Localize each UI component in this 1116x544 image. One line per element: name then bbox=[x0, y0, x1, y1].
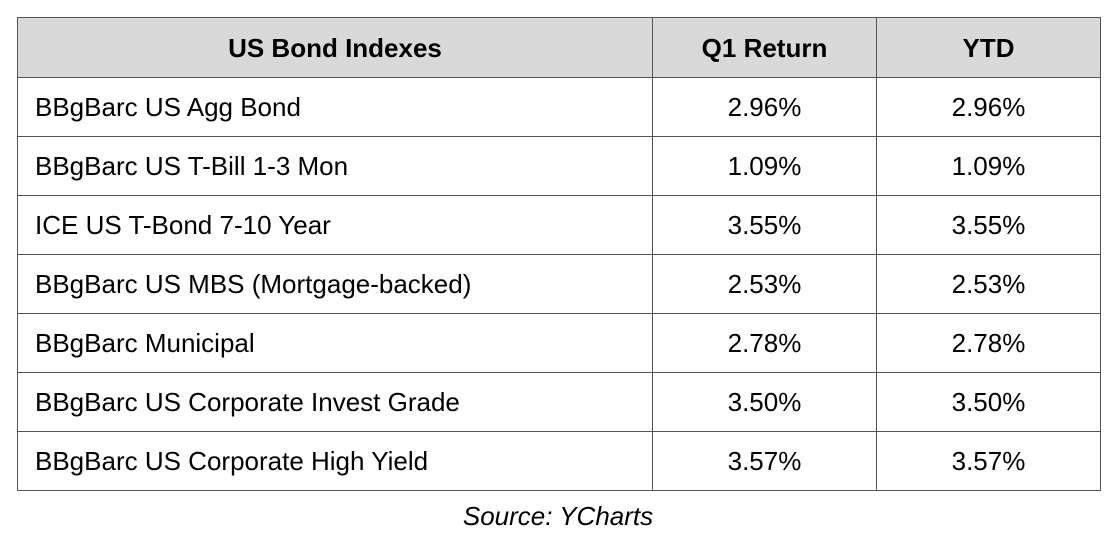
q1-return-value: 2.78% bbox=[652, 313, 877, 373]
source-caption: Source: YCharts bbox=[462, 501, 654, 531]
q1-return-value: 3.55% bbox=[652, 195, 877, 255]
ytd-value: 1.09% bbox=[876, 136, 1101, 196]
ytd-value: 3.55% bbox=[876, 195, 1101, 255]
q1-return-value: 3.57% bbox=[652, 431, 877, 491]
ytd-value: 2.53% bbox=[876, 254, 1101, 314]
index-name: BBgBarc US Agg Bond bbox=[17, 77, 653, 137]
bond-index-table-container: US Bond Indexes Q1 Return YTD BBgBarc US… bbox=[17, 17, 1101, 491]
table-row: BBgBarc US Agg Bond 2.96% 2.96% bbox=[17, 77, 1101, 137]
table-row: BBgBarc US Corporate Invest Grade 3.50% … bbox=[17, 372, 1101, 432]
ytd-value: 2.78% bbox=[876, 313, 1101, 373]
index-name: BBgBarc US MBS (Mortgage-backed) bbox=[17, 254, 653, 314]
header-ytd: YTD bbox=[876, 17, 1101, 78]
header-us-bond-indexes: US Bond Indexes bbox=[17, 17, 653, 78]
q1-return-value: 2.96% bbox=[652, 77, 877, 137]
ytd-value: 2.96% bbox=[876, 77, 1101, 137]
index-name: BBgBarc US Corporate High Yield bbox=[17, 431, 653, 491]
q1-return-value: 1.09% bbox=[652, 136, 877, 196]
table-row: BBgBarc Municipal 2.78% 2.78% bbox=[17, 313, 1101, 373]
ytd-value: 3.50% bbox=[876, 372, 1101, 432]
table-row: BBgBarc US MBS (Mortgage-backed) 2.53% 2… bbox=[17, 254, 1101, 314]
table-row: BBgBarc US T-Bill 1-3 Mon 1.09% 1.09% bbox=[17, 136, 1101, 196]
index-name: ICE US T-Bond 7-10 Year bbox=[17, 195, 653, 255]
header-q1-return: Q1 Return bbox=[652, 17, 877, 78]
q1-return-value: 3.50% bbox=[652, 372, 877, 432]
index-name: BBgBarc Municipal bbox=[17, 313, 653, 373]
table-row: BBgBarc US Corporate High Yield 3.57% 3.… bbox=[17, 431, 1101, 491]
index-name: BBgBarc US Corporate Invest Grade bbox=[17, 372, 653, 432]
table-header-row: US Bond Indexes Q1 Return YTD bbox=[17, 17, 1101, 78]
bond-index-table: US Bond Indexes Q1 Return YTD BBgBarc US… bbox=[17, 17, 1101, 491]
index-name: BBgBarc US T-Bill 1-3 Mon bbox=[17, 136, 653, 196]
ytd-value: 3.57% bbox=[876, 431, 1101, 491]
table-row: ICE US T-Bond 7-10 Year 3.55% 3.55% bbox=[17, 195, 1101, 255]
q1-return-value: 2.53% bbox=[652, 254, 877, 314]
